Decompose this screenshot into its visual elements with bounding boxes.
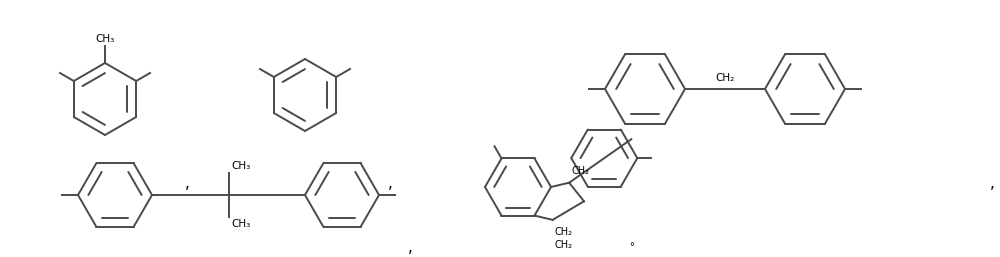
Text: CH₂: CH₂: [571, 166, 589, 176]
Text: CH₃: CH₃: [232, 161, 251, 171]
Text: ,: ,: [990, 177, 994, 191]
Text: CH₂: CH₂: [555, 240, 573, 250]
Text: CH₃: CH₃: [232, 219, 251, 229]
Text: ,: ,: [185, 177, 189, 191]
Text: CH₃: CH₃: [95, 34, 115, 44]
Text: CH₂: CH₂: [555, 227, 573, 237]
Text: °: °: [630, 242, 634, 252]
Text: CH₂: CH₂: [715, 73, 735, 83]
Text: ,: ,: [408, 240, 412, 254]
Text: ,: ,: [388, 177, 392, 191]
